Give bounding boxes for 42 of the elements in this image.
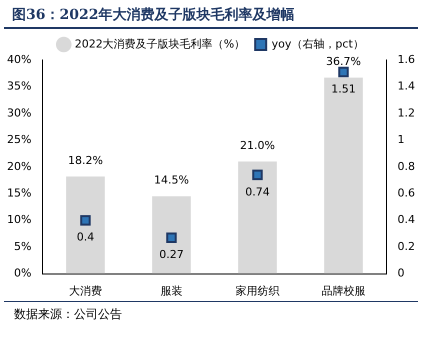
y-tick-label: 5%: [14, 240, 32, 253]
y-tick-label: 30%: [6, 106, 32, 120]
y2-tick-label: 1.4: [398, 80, 416, 93]
bar: [152, 196, 191, 274]
y2-tick-label: 0.4: [398, 213, 416, 226]
y2-tick-label: 1: [398, 133, 405, 146]
x-tick-label: 服装: [160, 284, 182, 298]
bar: [324, 78, 363, 274]
source-note: 数据来源：公司公告: [4, 301, 418, 327]
x-tick-label: 品牌校服: [322, 284, 366, 298]
y2-tick-label: 0.2: [398, 240, 416, 253]
y2-tick-label: 1.2: [398, 106, 416, 120]
x-tick-label: 大消费: [68, 284, 102, 298]
bar: [66, 176, 105, 274]
y2-tick-label: 0.8: [398, 160, 416, 173]
y-tick-label: 0%: [14, 266, 32, 280]
data-label: 21.0%: [240, 138, 275, 152]
legend-label: 2022大消费及子版块毛利率（%）: [74, 37, 246, 50]
data-label: 0.27: [159, 248, 184, 262]
data-label: 1.51: [331, 82, 356, 96]
y-tick-label: 10%: [6, 213, 32, 226]
data-label: 18.2%: [68, 154, 103, 167]
y-tick-label: 15%: [6, 186, 32, 200]
point: [166, 232, 177, 243]
data-label: 14.5%: [154, 174, 189, 187]
legend-label: yoy（右轴，pct）: [272, 37, 364, 50]
point: [252, 170, 263, 180]
y-tick-label: 35%: [6, 80, 32, 93]
data-label: 0.4: [76, 230, 94, 244]
point: [80, 215, 91, 226]
point: [338, 66, 349, 78]
chart-title: 图36：2022年大消费及子版块毛利率及增幅: [4, 0, 418, 29]
y-tick-label: 40%: [6, 52, 32, 66]
y2-tick-label: 1.6: [398, 52, 416, 66]
x-tick-label: 家用纺织: [235, 284, 280, 298]
data-label: 0.74: [245, 185, 270, 198]
data-label: 36.7%: [326, 55, 361, 68]
y-tick-label: 25%: [6, 133, 32, 146]
y2-tick-label: 0.6: [398, 186, 416, 200]
bar: [238, 162, 277, 274]
y2-tick-label: 0: [398, 266, 405, 280]
y-tick-label: 20%: [6, 160, 32, 173]
